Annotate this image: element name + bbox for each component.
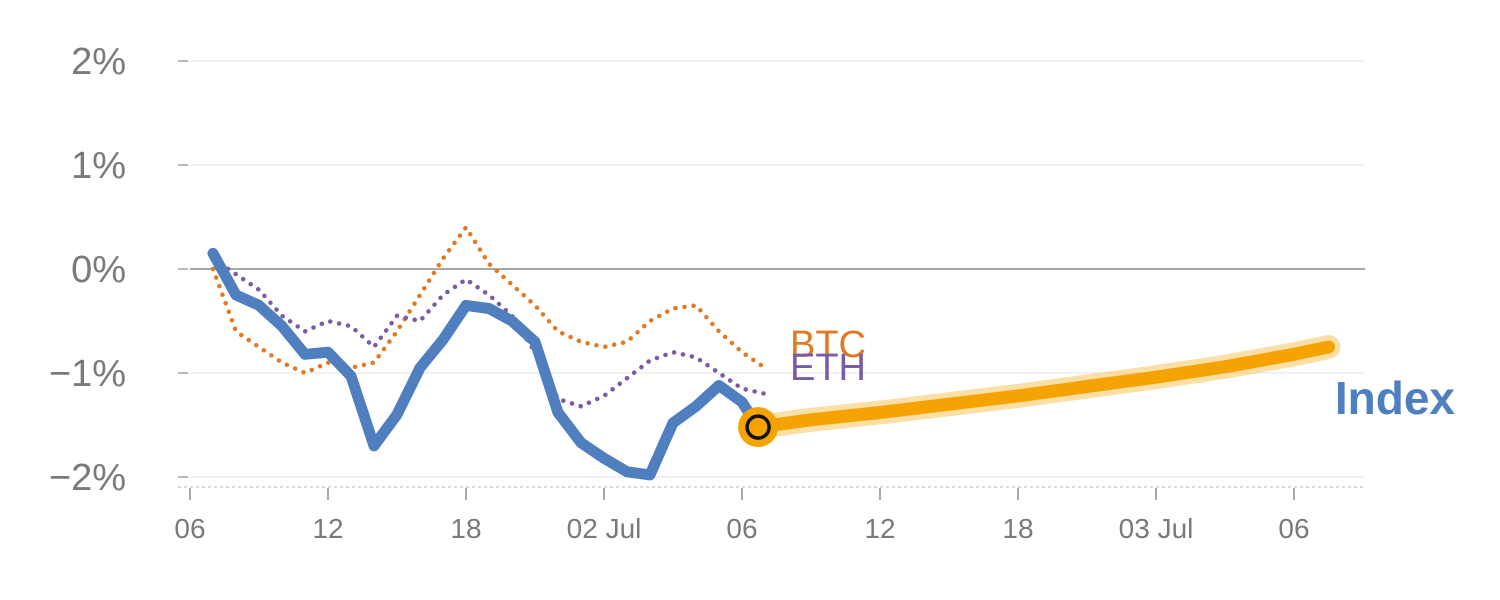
series-label-btc: BTC [790, 324, 866, 366]
y-tick-label: −1% [49, 353, 126, 395]
x-tick-label: 06 [726, 513, 757, 544]
forecast-line [746, 335, 1341, 440]
y-tick-label: 2% [71, 41, 126, 83]
series-labels: BTC ETH Index [790, 324, 1455, 424]
series-line-btc [210, 225, 768, 376]
y-tick-label: 1% [71, 145, 126, 187]
x-tick-label: 12 [312, 513, 343, 544]
x-axis: 06 12 18 02 Jul 06 12 18 03 Jul 06 [174, 486, 1365, 544]
x-tick-label: 12 [864, 513, 895, 544]
x-tick-label: 06 [1278, 513, 1309, 544]
forecast-line [751, 340, 1335, 434]
x-tick-label: 03 Jul [1119, 513, 1194, 544]
x-tick-label: 18 [1002, 513, 1033, 544]
y-tick-label: −2% [49, 457, 126, 499]
current-value-marker [738, 407, 779, 448]
series-line-eth [210, 256, 768, 409]
x-tick-label: 06 [174, 513, 205, 544]
x-tick-label: 02 Jul [567, 513, 642, 544]
series-lines [207, 225, 768, 481]
marker-dot [745, 414, 771, 440]
y-axis: 2% 1% 0% −1% −2% [49, 41, 188, 499]
series-label-index: Index [1335, 372, 1456, 424]
x-tick-label: 18 [450, 513, 481, 544]
series-line-index [207, 247, 764, 481]
series-label-eth: ETH [790, 347, 866, 389]
y-tick-label: 0% [71, 249, 126, 291]
